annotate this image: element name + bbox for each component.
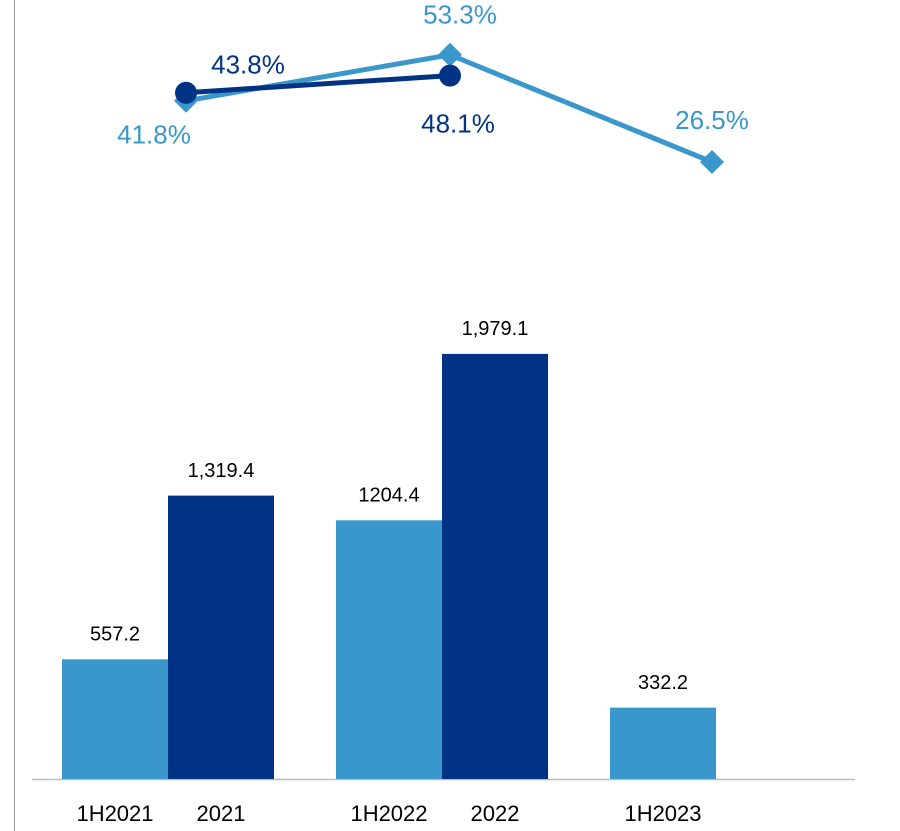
- marker: [700, 150, 724, 174]
- x-tick-label: 1H2022: [350, 801, 427, 826]
- marker: [438, 42, 462, 67]
- bar: [336, 520, 442, 779]
- data-label: 53.3%: [423, 0, 497, 30]
- data-label: 1,979.1: [462, 318, 529, 340]
- data-label: 332.2: [638, 672, 688, 694]
- x-tick-label: 2022: [471, 801, 520, 826]
- bar: [610, 707, 716, 779]
- bar: [442, 353, 548, 779]
- data-label: 557.2: [90, 624, 140, 646]
- data-label: 1,319.4: [188, 460, 255, 482]
- marker: [439, 64, 461, 87]
- marker: [175, 81, 197, 104]
- data-label: 43.8%: [211, 50, 285, 80]
- bar: [168, 495, 274, 779]
- data-label: 41.8%: [117, 120, 191, 150]
- data-label: 1204.4: [358, 485, 419, 507]
- x-tick-label: 1H2021: [76, 801, 153, 826]
- data-label: 26.5%: [675, 105, 749, 135]
- x-tick-label: 2021: [197, 801, 246, 826]
- x-tick-label: 1H2023: [624, 801, 701, 826]
- data-label: 48.1%: [421, 108, 495, 138]
- bar: [62, 659, 168, 779]
- line: [185, 73, 451, 96]
